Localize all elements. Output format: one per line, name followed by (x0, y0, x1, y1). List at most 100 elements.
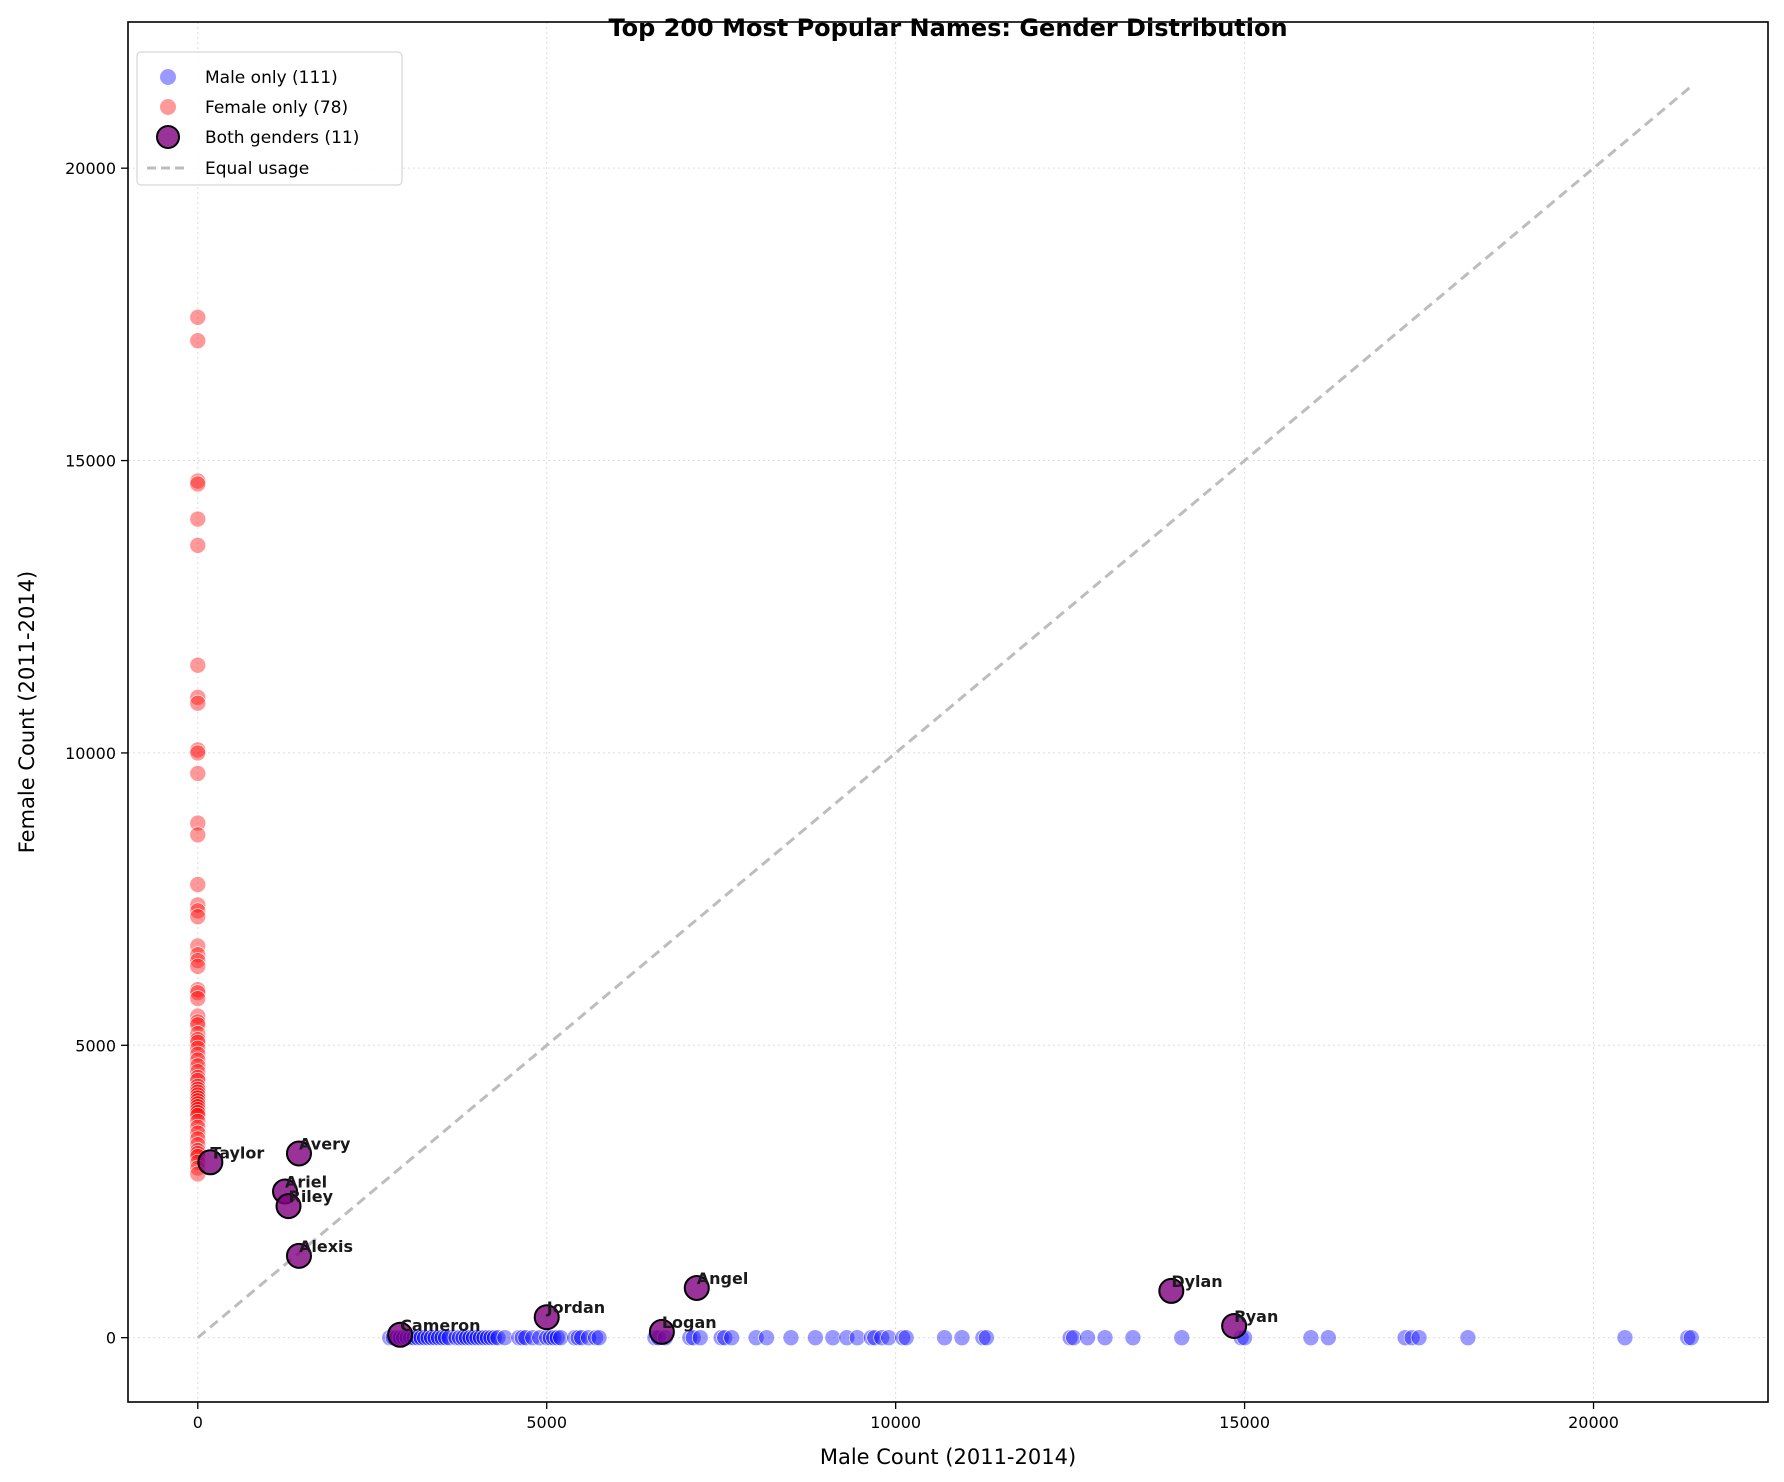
male-point (513, 1329, 531, 1346)
both-genders-point (285, 1140, 312, 1167)
legend-label-male: Male only (111) (205, 68, 338, 88)
male-point (496, 1329, 514, 1346)
female-point (189, 1063, 207, 1080)
grid (128, 22, 1768, 1402)
female-point (189, 1051, 207, 1069)
male-point (873, 1329, 891, 1346)
male-point (691, 1329, 709, 1346)
y-tick-label: 5000 (75, 1036, 116, 1055)
male-point (524, 1329, 542, 1346)
male-point (552, 1329, 569, 1346)
point-label: Riley (289, 1187, 334, 1206)
male-point (1679, 1329, 1697, 1346)
legend-marker-both (156, 125, 180, 149)
both-genders-point (285, 1242, 312, 1269)
chart-title: Top 200 Most Popular Names: Gender Distr… (608, 14, 1287, 42)
male-point (866, 1329, 884, 1346)
male-point (587, 1329, 604, 1346)
male-point (936, 1329, 953, 1346)
equal-usage-line-layer (196, 85, 1693, 1339)
male-point (1079, 1329, 1096, 1346)
male-point (426, 1329, 444, 1346)
male-point (440, 1329, 458, 1346)
male-point (590, 1329, 608, 1346)
female-point (189, 1124, 207, 1142)
male-point (548, 1329, 566, 1346)
both-genders-point (197, 1149, 224, 1176)
legend-label-female: Female only (78) (205, 98, 348, 118)
point-label: Logan (662, 1313, 717, 1332)
female-point (189, 990, 207, 1007)
both-genders-point (1158, 1277, 1185, 1304)
male-point (1396, 1329, 1414, 1346)
male-point (978, 1329, 995, 1346)
male-point (1061, 1329, 1079, 1346)
male-point (974, 1329, 992, 1346)
female-point (189, 1007, 207, 1025)
male-point (531, 1329, 549, 1346)
both-genders-point (648, 1318, 675, 1345)
male-point (517, 1329, 535, 1346)
male-point (782, 1329, 800, 1346)
female-point (189, 537, 207, 554)
male-point (510, 1329, 528, 1346)
female-point (189, 689, 207, 706)
male-point (569, 1329, 587, 1346)
male-point (1459, 1329, 1477, 1346)
male-point (486, 1329, 503, 1346)
female-point (189, 1039, 207, 1057)
female-point (189, 814, 207, 832)
legend-label-equal: Equal usage (205, 159, 309, 179)
point-label: Dylan (1171, 1272, 1222, 1291)
male-point (897, 1329, 915, 1346)
male-point (1410, 1329, 1428, 1346)
female-point (189, 946, 207, 963)
male-point (433, 1329, 451, 1346)
female-point (189, 656, 207, 674)
male-point (419, 1329, 437, 1346)
male-point (894, 1329, 911, 1346)
male-point (953, 1329, 971, 1346)
male-point (475, 1329, 493, 1346)
female-point (189, 510, 207, 528)
female-point (189, 876, 207, 893)
male-point (880, 1329, 897, 1346)
y-tick-label: 20000 (65, 159, 116, 178)
male-point (848, 1329, 866, 1346)
female-point (189, 1113, 207, 1130)
male-point (1302, 1329, 1320, 1346)
male-point (479, 1329, 496, 1346)
male-point (468, 1329, 486, 1346)
female-point (189, 1034, 207, 1051)
male-point (681, 1329, 699, 1346)
point-label: Angel (697, 1269, 749, 1288)
male-point (807, 1329, 824, 1346)
male-point (1403, 1329, 1421, 1346)
female-point (189, 1057, 207, 1075)
legend-label-both: Both genders (11) (205, 128, 359, 148)
male-point (412, 1329, 430, 1346)
female-point (189, 1025, 207, 1042)
male-point (862, 1329, 880, 1346)
legend-marker-male (160, 69, 176, 85)
male-point (573, 1329, 590, 1346)
y-tick-label: 0 (106, 1329, 116, 1348)
female-point (189, 475, 207, 493)
male-point (454, 1329, 472, 1346)
point-label: Ryan (1234, 1307, 1278, 1326)
y-tick-label: 10000 (65, 744, 116, 763)
male-point (1096, 1329, 1114, 1346)
legend-marker-female (160, 99, 176, 115)
male-point (1616, 1329, 1634, 1346)
male-point (1124, 1329, 1142, 1346)
male-point (482, 1329, 500, 1346)
point-label: Cameron (400, 1316, 480, 1335)
male-point (416, 1329, 433, 1346)
both-genders-point (1221, 1312, 1248, 1339)
point-label: Ariel (285, 1172, 327, 1191)
female-point (189, 1118, 207, 1136)
y-axis-title: Female Count (2011-2014) (15, 571, 39, 854)
x-axis-title: Male Count (2011-2014) (820, 1445, 1076, 1469)
